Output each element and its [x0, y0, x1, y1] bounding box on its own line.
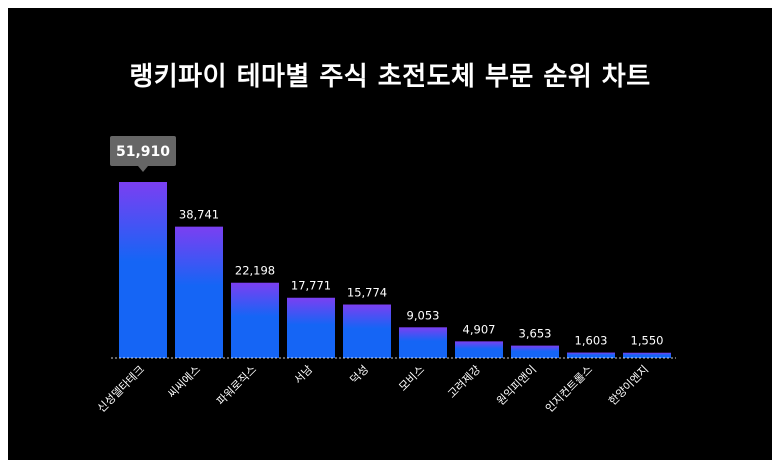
bar-2 — [175, 226, 223, 358]
callout-pointer — [138, 166, 148, 172]
value-label: 3,653 — [519, 327, 552, 341]
bar-3 — [231, 282, 279, 358]
bar-9 — [567, 352, 615, 358]
category-label: 한양이엔지 — [606, 363, 651, 408]
bar-chart: 51,910 신성델타테크 38,741 씨씨에스 22,198 파워로직스 17,771 서… — [95, 136, 676, 415]
chart-title: 랭키파이 테마별 주식 초전도체 부문 순위 차트 — [129, 62, 651, 92]
category-label: 모비스 — [396, 363, 427, 394]
bar-1 — [119, 182, 167, 358]
category-label: 인지컨트롤스 — [543, 363, 595, 415]
category-label: 서남 — [292, 363, 316, 387]
bar-10 — [623, 352, 671, 358]
category-label: 씨씨에스 — [165, 363, 203, 401]
value-label: 51,910 — [116, 144, 170, 160]
category-label: 덕성 — [348, 363, 372, 387]
category-label: 신성델타테크 — [95, 363, 147, 415]
bar-6 — [399, 327, 447, 358]
bar-5 — [343, 304, 391, 358]
callout-box — [110, 136, 176, 166]
value-label: 9,053 — [407, 308, 440, 322]
value-label: 1,550 — [631, 334, 664, 348]
bar-8 — [511, 345, 559, 358]
value-label: 15,774 — [347, 286, 387, 300]
value-label: 38,741 — [179, 208, 219, 222]
bar-4 — [287, 297, 335, 358]
value-label: 1,603 — [575, 334, 608, 348]
category-label: 파워로직스 — [214, 363, 259, 408]
category-label: 고려제강 — [445, 363, 483, 401]
value-label: 4,907 — [463, 322, 496, 336]
value-label: 17,771 — [291, 279, 331, 293]
category-label: 원익피앤이 — [494, 363, 539, 408]
value-callout: 51,910 — [110, 136, 176, 172]
value-label: 22,198 — [235, 264, 275, 278]
bar-7 — [455, 341, 503, 358]
chart-frame: 랭키파이 테마별 주식 초전도체 부문 순위 차트 51,910 신성델타테크 38… — [8, 8, 772, 460]
